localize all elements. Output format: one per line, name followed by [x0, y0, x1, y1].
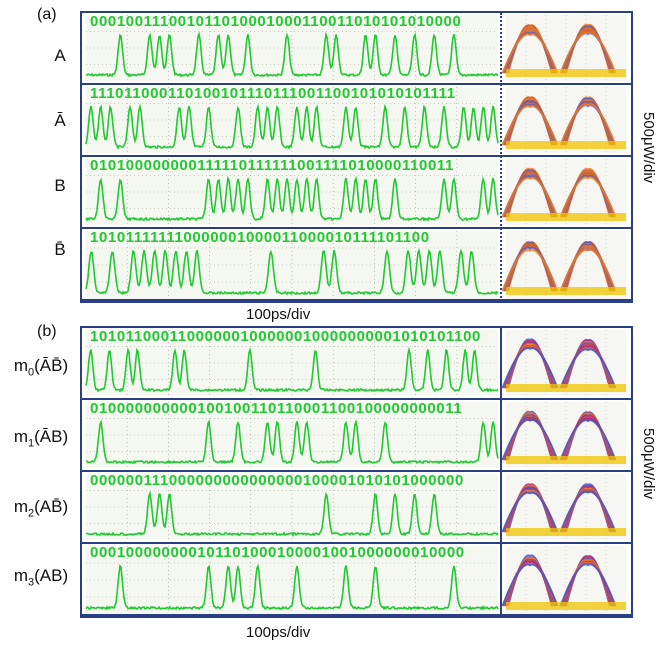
row-label-b-1: m1(ĀB)	[2, 427, 80, 449]
waveform-trace	[85, 563, 499, 611]
eye-zero-level	[506, 213, 626, 221]
eye-zero-level	[506, 602, 626, 610]
bit-sequence-b-1: 0100000000001001001101100011001000000000…	[90, 400, 463, 417]
waveform-trace	[85, 175, 499, 222]
waveform-trace	[85, 346, 499, 393]
trace-row-a-1: 1110110001101001011101110011001010101011…	[82, 85, 631, 157]
eye-trace	[501, 248, 559, 292]
waveform-trace	[85, 103, 499, 150]
eye-zero-level	[506, 528, 626, 536]
waveform-trace	[86, 419, 499, 465]
trace-row-b-3: 0001000000001011010001000010010000000100…	[82, 544, 631, 616]
waveform-b-1	[86, 402, 626, 468]
waveform-b-3	[85, 546, 626, 614]
y-axis-label-a: 500μW/div	[640, 112, 657, 184]
row-label-b-0-paren: (ĀB̄)	[34, 356, 69, 375]
eye-divider-a	[500, 13, 502, 301]
waveform-a-0	[85, 15, 626, 81]
trace-row-b-2: 0000001110000000000000001000010101010000…	[82, 472, 631, 544]
row-label-b-2: m2(AB̄)	[2, 497, 80, 519]
row-label-b-3-paren: (AB)	[34, 566, 69, 585]
bit-sequence-b-3: 0001000000001011010001000010010000000100…	[90, 544, 465, 561]
bit-sequence-a-3: 101011111110000001000011000010111101100	[90, 229, 430, 246]
row-label-b-0-main: m	[13, 356, 29, 375]
eye-trace	[559, 490, 617, 533]
y-axis-label-b: 500μW/div	[640, 428, 657, 500]
eye-trace	[501, 418, 559, 461]
bit-sequence-a-2: 0101000000001111101111110011110100001100…	[90, 157, 454, 174]
row-label-b-2-sub: 2	[28, 507, 35, 520]
trace-row-b-0: 1010110001100000010000001000000000101010…	[82, 328, 631, 400]
row-label-b-1-main: m	[13, 427, 29, 446]
waveform-a-2	[85, 159, 626, 225]
row-label-b-2-paren: (AB̄)	[34, 497, 69, 516]
eye-trace	[559, 31, 617, 74]
eye-zero-level	[506, 141, 626, 149]
eye-zero-level	[506, 69, 626, 77]
eye-trace	[501, 105, 559, 146]
x-axis-label-b: 100ps/div	[246, 624, 311, 641]
panel-a-frame: 0001001110010110100010001100110101010100…	[80, 11, 633, 303]
eye-trace	[501, 563, 559, 607]
row-label-a-3: B̄	[54, 240, 66, 259]
row-label-b-0-sub: 0	[28, 366, 35, 379]
bit-sequence-b-0: 1010110001100000010000001000000000101010…	[90, 328, 481, 345]
eye-trace	[501, 346, 559, 389]
row-label-b-1-sub: 1	[28, 437, 35, 450]
eye-zero-level	[506, 287, 626, 295]
waveform-trace	[85, 247, 499, 296]
eye-trace	[559, 248, 617, 292]
row-label-b-3-sub: 3	[28, 576, 35, 589]
eye-trace	[559, 348, 617, 389]
bit-sequence-a-0: 0001001110010110100010001100110101010100…	[90, 13, 462, 30]
eye-trace	[501, 491, 559, 533]
eye-trace	[559, 103, 617, 146]
panel-a-label: (a)	[37, 6, 57, 23]
eye-trace	[501, 176, 559, 218]
row-label-a-2: B	[54, 176, 66, 195]
trace-row-a-3: 101011111110000001000011000010111101100	[82, 229, 631, 301]
eye-divider-b	[500, 328, 502, 616]
waveform-trace	[85, 31, 499, 78]
row-label-b-2-main: m	[13, 497, 29, 516]
row-label-b-3: m3(AB)	[2, 566, 80, 588]
row-label-b-3-main: m	[13, 566, 29, 585]
waveform-b-2	[85, 474, 626, 540]
panel-b-label: (b)	[37, 323, 57, 340]
eye-trace	[501, 33, 559, 74]
row-label-a-0: A	[54, 46, 66, 65]
waveform-a-3	[85, 231, 626, 299]
bit-sequence-b-2: 0000001110000000000000001000010101010000…	[90, 472, 464, 489]
eye-trace	[559, 563, 617, 607]
waveform-a-1	[85, 87, 626, 153]
eye-trace	[559, 176, 617, 218]
panel-b-frame: 1010110001100000010000001000000000101010…	[80, 326, 633, 618]
row-label-b-0: m0(ĀB̄)	[2, 356, 80, 378]
trace-row-a-2: 0101000000001111101111110011110100001100…	[82, 157, 631, 229]
waveform-b-0	[85, 330, 626, 396]
eye-zero-level	[506, 456, 626, 464]
x-axis-label-a: 100ps/div	[246, 306, 311, 323]
waveform-trace	[85, 490, 499, 537]
trace-row-b-1: 0100000000001001001101100011001000000000…	[82, 400, 631, 472]
row-label-a-1: Ā	[54, 111, 66, 130]
eye-trace	[559, 418, 617, 461]
eye-zero-level	[506, 384, 626, 392]
trace-row-a-0: 0001001110010110100010001100110101010100…	[82, 13, 631, 85]
row-label-b-1-paren: (ĀB)	[34, 427, 69, 446]
bit-sequence-a-1: 1110110001101001011101110011001010101011…	[90, 85, 456, 102]
